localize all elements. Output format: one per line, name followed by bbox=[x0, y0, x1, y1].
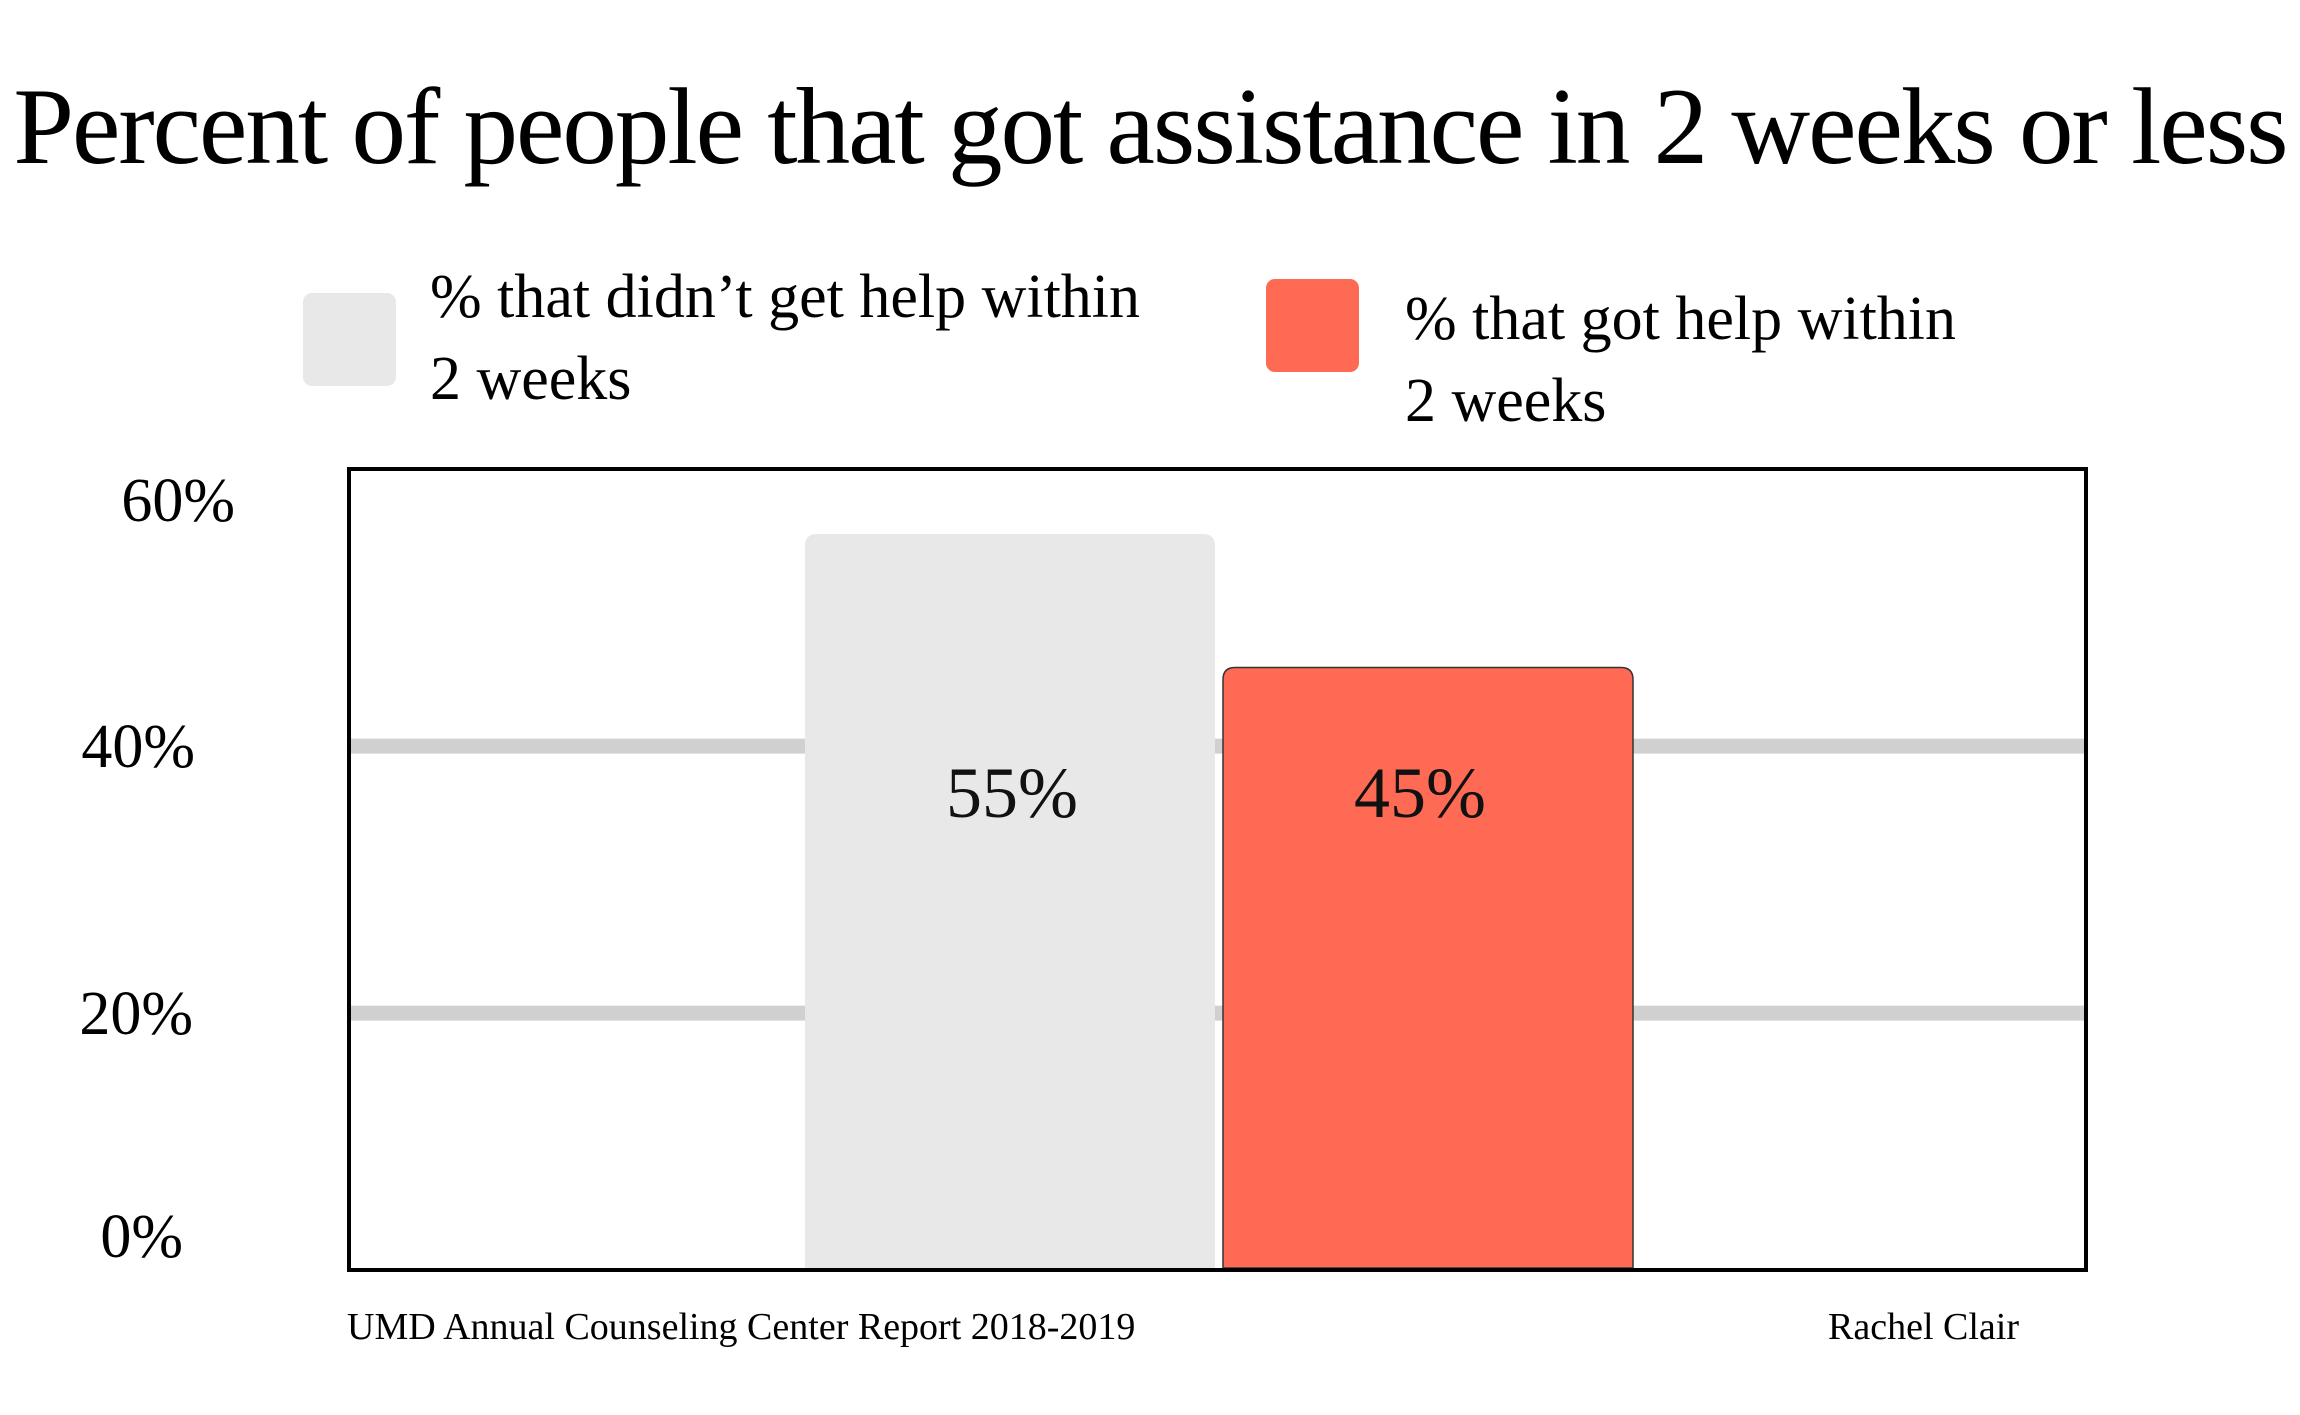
legend-line: % that got help within bbox=[1405, 285, 1957, 353]
author-credit: Rachel Clair bbox=[1828, 1306, 2019, 1348]
y-tick-label: 0% bbox=[100, 1203, 183, 1271]
plot-frame bbox=[347, 467, 2088, 1272]
y-tick-label: 60% bbox=[121, 467, 235, 535]
bar-got-help bbox=[1222, 666, 1634, 1269]
legend-label-didnt-get-help: % that didn’t get help within 2 weeks bbox=[430, 256, 1140, 420]
source-note: UMD Annual Counseling Center Report 2018… bbox=[347, 1306, 1136, 1348]
legend-line: 2 weeks bbox=[1405, 367, 1607, 435]
legend-line: 2 weeks bbox=[430, 345, 632, 413]
legend-swatch-got-help bbox=[1266, 279, 1359, 372]
legend: % that didn’t get help within 2 weeks % … bbox=[300, 256, 2100, 456]
bar-data-label: 45% bbox=[1354, 753, 1486, 833]
legend-swatch-didnt-get-help bbox=[303, 293, 396, 386]
y-tick-label: 20% bbox=[79, 980, 193, 1048]
bar-data-label: 55% bbox=[946, 753, 1078, 833]
legend-label-got-help: % that got help within 2 weeks bbox=[1405, 278, 1956, 442]
chart-title: Percent of people that got assistance in… bbox=[13, 66, 2288, 187]
y-tick-label: 40% bbox=[81, 713, 195, 781]
plot-area: 55% 45% bbox=[347, 534, 2088, 1269]
legend-line: % that didn’t get help within bbox=[430, 263, 1141, 331]
bar-didnt-get-help bbox=[805, 534, 1215, 1268]
